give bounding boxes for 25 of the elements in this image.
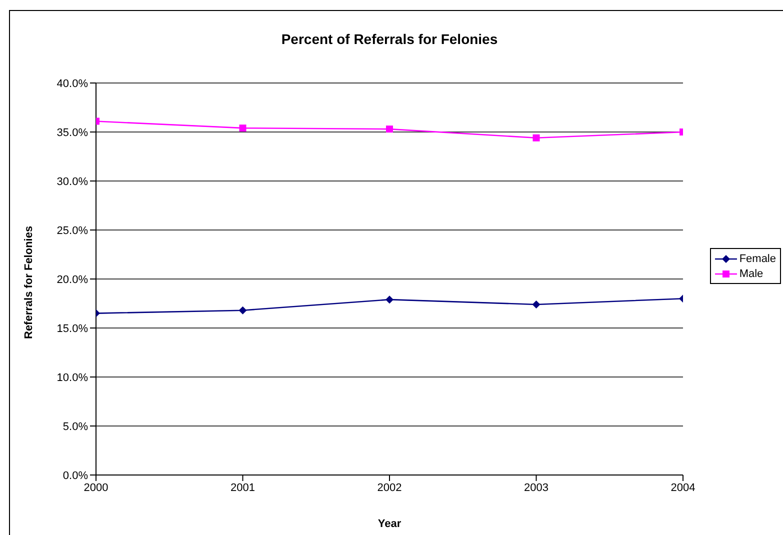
y-tick-label: 10.0% bbox=[56, 372, 88, 384]
point bbox=[386, 296, 394, 304]
y-tick-label: 25.0% bbox=[56, 224, 88, 237]
y-tick-label: 40.0% bbox=[56, 78, 88, 90]
y-tick-label: 20.0% bbox=[56, 274, 88, 286]
point bbox=[532, 300, 540, 308]
chart-title: Percent of Referrals for Felonies bbox=[280, 31, 499, 47]
point bbox=[386, 126, 393, 133]
y-tick-label: 15.0% bbox=[56, 322, 88, 335]
x-axis-title: Year bbox=[378, 518, 402, 530]
point bbox=[239, 124, 246, 132]
y-tick-label: 30.0% bbox=[56, 176, 88, 188]
legend-label: Female bbox=[739, 252, 776, 264]
y-tick-label: 35.0% bbox=[56, 126, 88, 139]
y-axis-title: Referrals for Felonies bbox=[22, 226, 35, 339]
y-tick-label: 0.0% bbox=[62, 470, 88, 482]
x-tick-label: 2003 bbox=[524, 482, 548, 494]
x-tick-label: 2000 bbox=[84, 482, 108, 494]
legend-label: Male bbox=[739, 268, 764, 280]
y-tick-label: 5.0% bbox=[62, 420, 88, 433]
point bbox=[532, 134, 540, 142]
x-tick-label: 2002 bbox=[377, 482, 402, 494]
x-tick-label: 2001 bbox=[230, 482, 255, 494]
point bbox=[238, 306, 247, 314]
x-tick-label: 2004 bbox=[670, 482, 696, 494]
